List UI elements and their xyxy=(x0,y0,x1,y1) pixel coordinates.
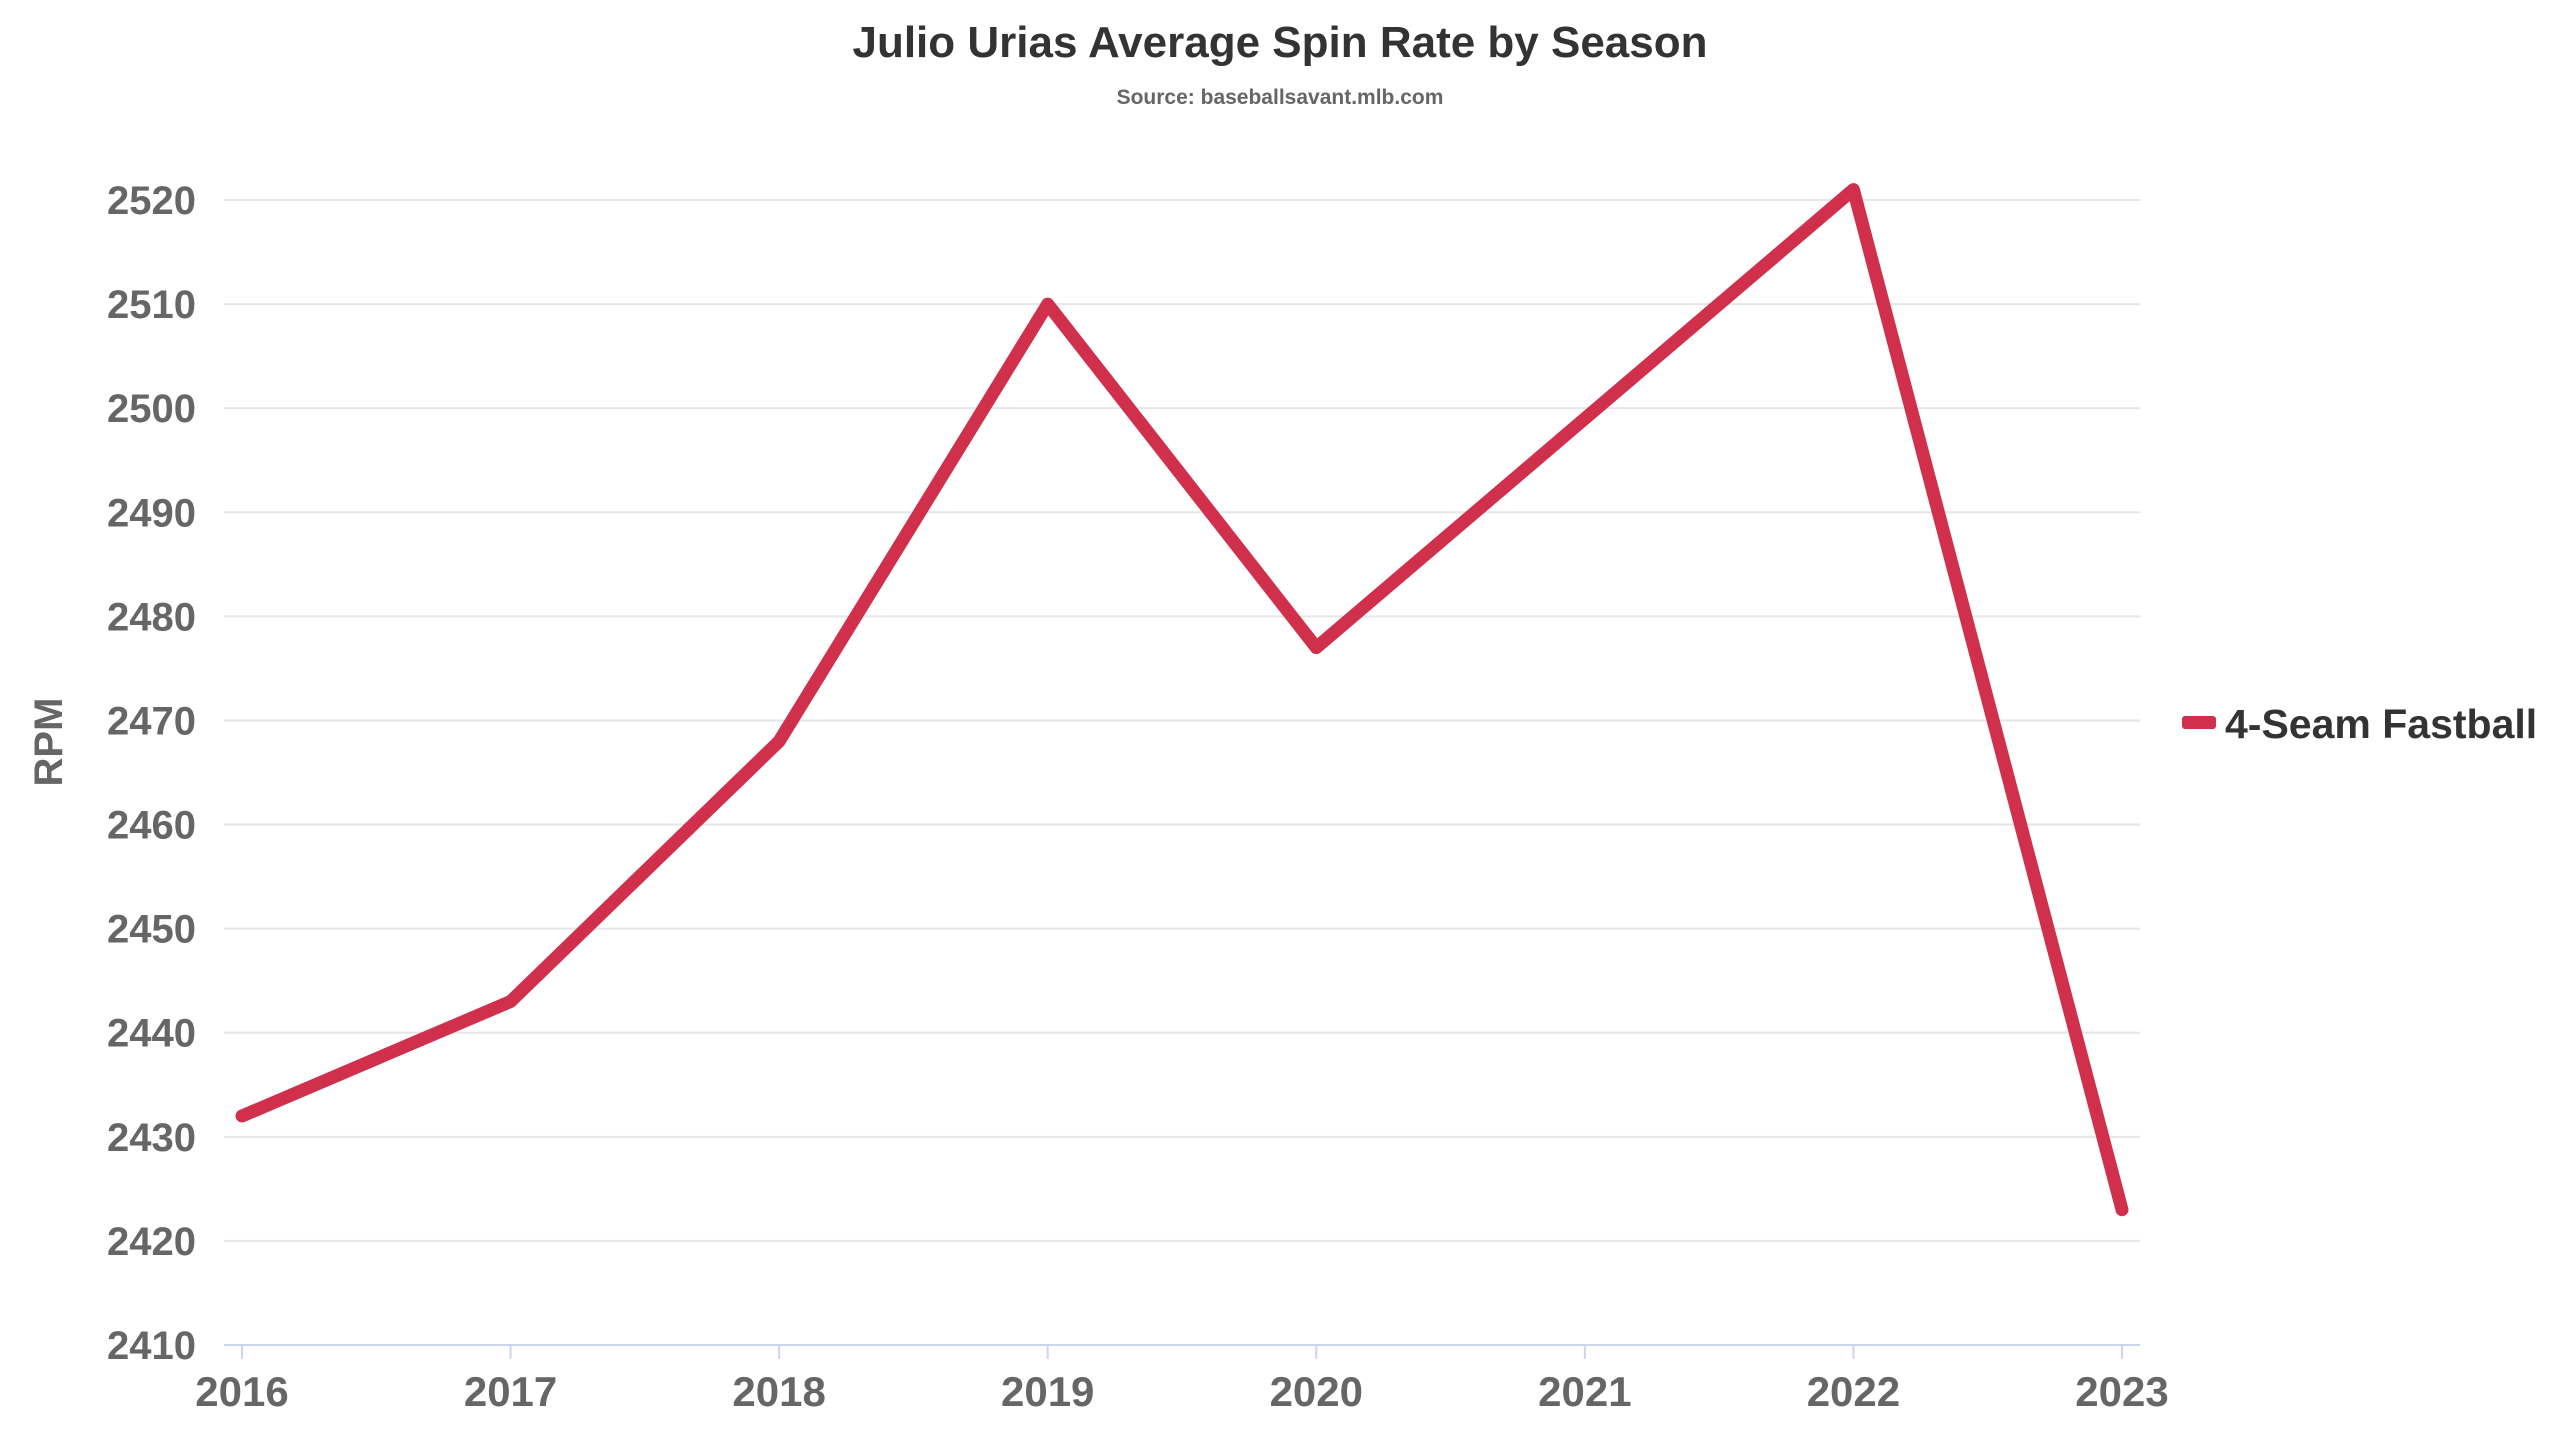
y-tick-label: 2520 xyxy=(107,179,196,223)
y-axis-ticks: 2410 2420 2430 2440 2450 2460 2470 2480 2490 2500… xyxy=(107,179,196,1368)
legend[interactable]: 4-Seam Fastball xyxy=(2182,701,2537,747)
y-tick-label: 2430 xyxy=(107,1116,196,1160)
y-tick-label: 2440 xyxy=(107,1012,196,1056)
x-tick-label: 2020 xyxy=(1270,1368,1363,1415)
x-tick-label: 2022 xyxy=(1807,1368,1900,1415)
y-tick-label: 2500 xyxy=(107,387,196,431)
x-tick-label: 2021 xyxy=(1538,1368,1631,1415)
y-tick-label: 2470 xyxy=(107,699,196,743)
y-tick-label: 2460 xyxy=(107,804,196,848)
series-layer xyxy=(235,183,2129,1217)
x-tick-label: 2018 xyxy=(732,1368,825,1415)
grid-lines xyxy=(224,199,2140,1242)
y-axis-title: RPM xyxy=(27,698,71,787)
x-axis: 2016 2017 2018 2019 2020 2021 2022 2023 xyxy=(195,1344,2169,1415)
chart-subtitle: Source: baseballsavant.mlb.com xyxy=(1117,86,1444,109)
x-tick-label: 2023 xyxy=(2075,1368,2168,1415)
series-line-0[interactable] xyxy=(235,183,2129,1217)
y-tick-label: 2480 xyxy=(107,595,196,639)
x-tick-label: 2016 xyxy=(195,1368,288,1415)
x-tick-label: 2019 xyxy=(1001,1368,1094,1415)
y-tick-label: 2510 xyxy=(107,283,196,327)
legend-swatch xyxy=(2182,716,2216,729)
chart-title: Julio Urias Average Spin Rate by Season xyxy=(852,18,1707,67)
y-tick-label: 2410 xyxy=(107,1324,196,1368)
legend-label: 4-Seam Fastball xyxy=(2225,701,2537,747)
y-tick-label: 2490 xyxy=(107,491,196,535)
y-tick-label: 2450 xyxy=(107,908,196,952)
x-tick-label: 2017 xyxy=(464,1368,557,1415)
y-tick-label: 2420 xyxy=(107,1220,196,1264)
